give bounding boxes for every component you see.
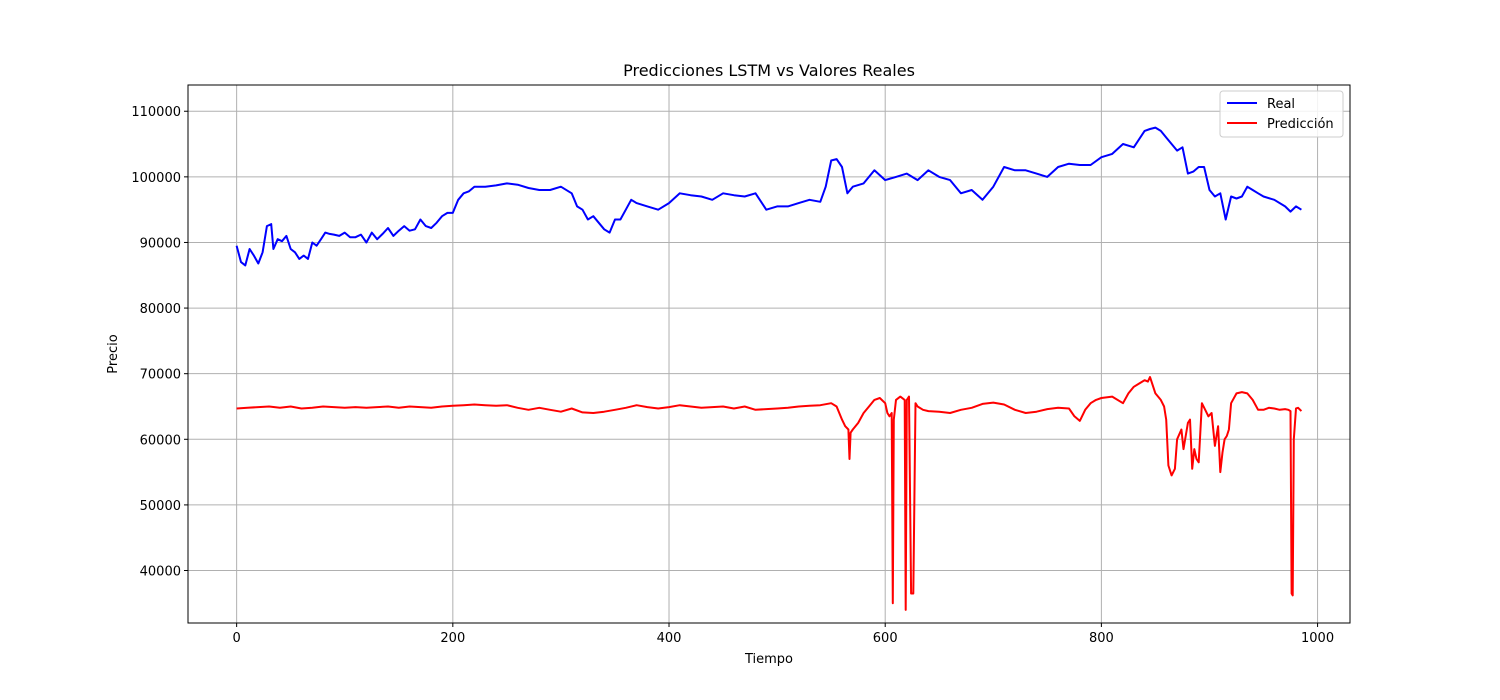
y-tick-label: 110000 <box>131 105 181 120</box>
x-tick-label: 1000 <box>1301 631 1334 646</box>
x-tick-label: 400 <box>657 631 682 646</box>
x-tick-label: 800 <box>1089 631 1114 646</box>
y-tick-label: 80000 <box>140 302 181 317</box>
series-line-real <box>235 126 1302 267</box>
y-tick-label: 70000 <box>140 368 181 383</box>
chart-title: Predicciones LSTM vs Valores Reales <box>623 61 915 80</box>
y-tick-label: 60000 <box>140 433 181 448</box>
y-tick-label: 40000 <box>140 565 181 580</box>
y-tick-label: 50000 <box>140 499 181 514</box>
y-tick-label: 100000 <box>131 171 181 186</box>
plot-lines <box>235 126 1303 611</box>
x-axis-label: Tiempo <box>744 652 793 667</box>
y-axis-label: Precio <box>106 334 121 373</box>
x-tick-label: 0 <box>233 631 241 646</box>
x-tick-label: 600 <box>873 631 898 646</box>
legend-label-real: Real <box>1267 97 1295 112</box>
x-tick-label: 200 <box>440 631 465 646</box>
series-line-prediccion <box>236 376 1303 611</box>
plot-area-frame <box>187 84 1351 624</box>
x-axis: 0 200 400 600 800 1000 <box>233 623 1334 646</box>
y-axis: 40000 50000 60000 70000 80000 90000 100000 1100… <box>131 105 188 580</box>
legend-label-prediccion: Predicción <box>1267 117 1334 132</box>
grid-layer <box>188 85 1350 623</box>
legend: Real Predicción <box>1219 90 1344 138</box>
y-tick-label: 90000 <box>140 236 181 251</box>
